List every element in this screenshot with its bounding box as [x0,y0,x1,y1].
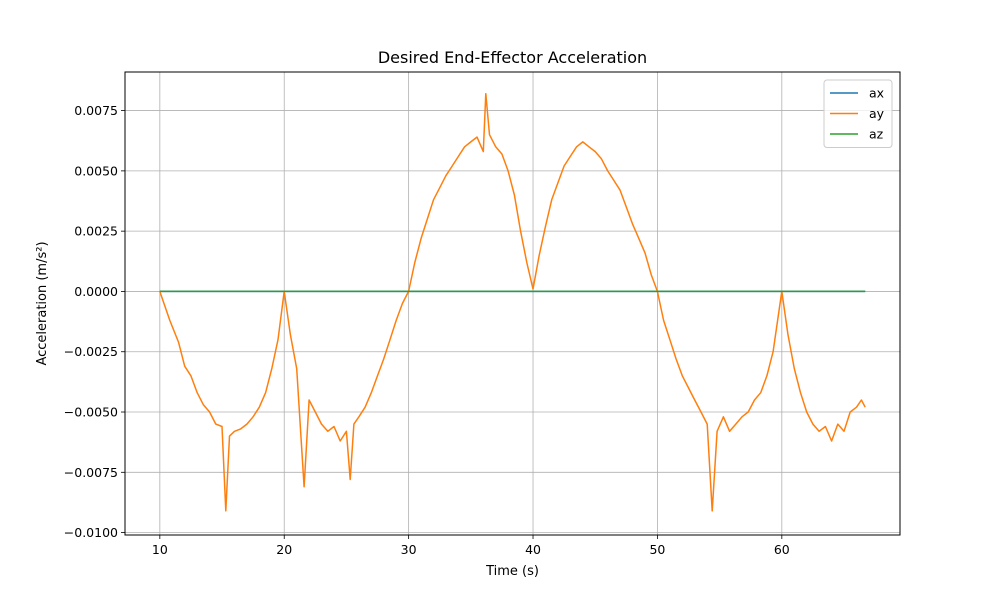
legend-label-ax: ax [869,86,884,101]
x-tick-label: 50 [649,542,665,557]
y-tick-label: −0.0025 [64,344,118,359]
legend: ax ay az [823,79,893,148]
y-axis-label: Acceleration (m/s²) [35,241,50,365]
y-tick-label: −0.0075 [64,465,118,480]
y-tick-label: 0.0025 [74,224,118,239]
x-tick-label: 60 [774,542,790,557]
series-line-ay [159,92,866,512]
y-tick-label: 0.0000 [74,284,118,299]
y-tick-label: 0.0050 [74,163,118,178]
plot-frame [124,71,901,536]
x-axis-label: Time (s) [485,564,539,579]
axis-ticks: 10 20 30 40 50 60 −0.0100 −0.0075 −0.0050 −0.0025… [64,103,790,557]
y-tick-label: −0.0100 [64,525,118,540]
plot-lines [159,92,866,512]
chart-title: Desired End-Effector Acceleration [378,48,647,67]
y-tick-label: 0.0075 [74,103,118,118]
x-tick-label: 30 [401,542,417,557]
x-tick-label: 10 [152,542,168,557]
x-tick-label: 40 [525,542,541,557]
legend-label-ay: ay [869,106,885,121]
x-tick-label: 20 [276,542,292,557]
y-tick-label: −0.0050 [64,405,118,420]
legend-label-az: az [869,127,884,142]
